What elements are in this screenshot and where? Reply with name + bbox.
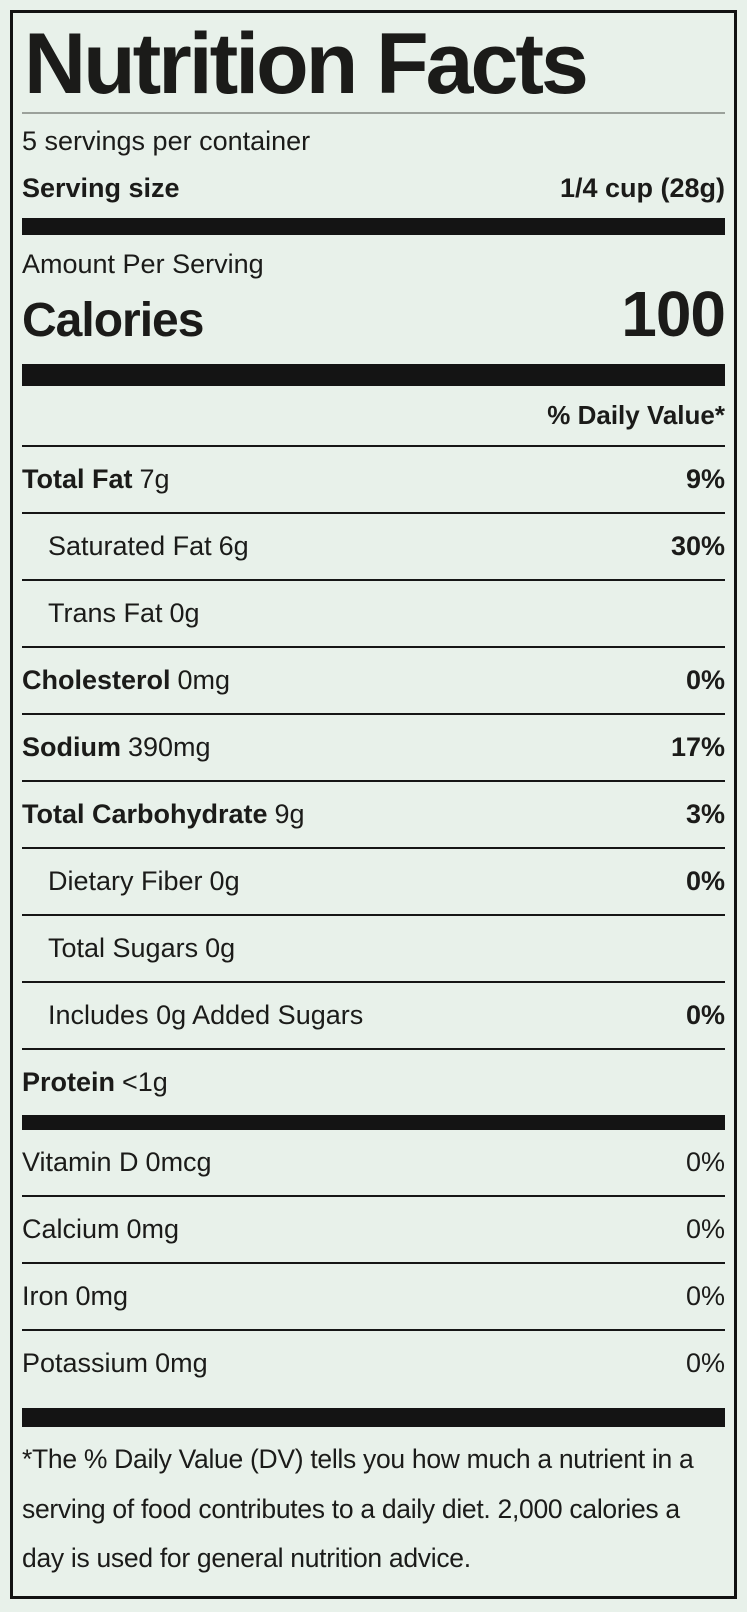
daily-value-header: % Daily Value* [547, 400, 725, 431]
nutrient-daily-value: 30% [670, 531, 725, 562]
nutrient-name: Trans Fat [48, 598, 163, 629]
nutrient-row: Protein <1g [22, 1048, 725, 1115]
nutrient-name: Calcium [22, 1214, 120, 1245]
nutrient-name-and-amount: Total Fat 7g [22, 464, 170, 495]
nutrient-amount: 7g [139, 464, 170, 495]
nutrient-rows: Total Fat 7g 9% Saturated Fat 6g 30% Trans… [22, 445, 725, 1115]
separator-bar-calories [22, 364, 725, 387]
nutrient-amount: 9g [274, 799, 305, 830]
nutrient-daily-value: 3% [685, 799, 725, 830]
nutrient-name: Protein [22, 1067, 116, 1098]
nutrient-name-and-amount: Trans Fat 0g [48, 598, 200, 629]
nutrient-row: Dietary Fiber 0g 0% [22, 847, 725, 914]
nutrient-amount: 0mg [75, 1281, 129, 1312]
nutrient-name: Total Fat [22, 464, 133, 495]
nutrient-name-and-amount: Includes 0g Added Sugars [48, 1000, 363, 1031]
nutrient-amount: 6g [218, 531, 249, 562]
nutrient-amount: <1g [122, 1067, 168, 1098]
nutrient-row: Total Carbohydrate 9g 3% [22, 780, 725, 847]
nutrient-row: Total Fat 7g 9% [22, 445, 725, 512]
vitamin-row: Vitamin D 0mcg 0% [22, 1130, 725, 1195]
nutrient-name: Cholesterol [22, 665, 171, 696]
nutrient-daily-value: 0% [685, 1000, 725, 1031]
nutrient-daily-value: 9% [685, 464, 725, 495]
nutrient-amount: 390mg [128, 732, 211, 763]
separator-bar-footnote [22, 1408, 725, 1428]
calories-label: Calories [22, 294, 204, 348]
amount-per-serving-label: Amount Per Serving [22, 249, 264, 280]
footnote-text: *The % Daily Value (DV) tells you how mu… [22, 1444, 694, 1574]
separator-bar-serving [22, 218, 725, 236]
nutrient-name-and-amount: Saturated Fat 6g [48, 531, 249, 562]
nutrient-daily-value: 0% [685, 665, 725, 696]
nutrient-row: Total Sugars 0g [22, 914, 725, 981]
nutrient-row: Includes 0g Added Sugars 0% [22, 981, 725, 1048]
nutrient-name-and-amount: Protein <1g [22, 1067, 168, 1098]
servings-per-container: 5 servings per container [22, 126, 311, 157]
nutrient-name-and-amount: Sodium 390mg [22, 732, 211, 763]
vitamin-row: Calcium 0mg 0% [22, 1195, 725, 1262]
nutrient-name-and-amount: Total Sugars 0g [48, 933, 235, 964]
serving-size-label: Serving size [22, 173, 180, 204]
nutrient-name: Total Sugars [48, 933, 199, 964]
nutrient-daily-value: 0% [685, 1281, 725, 1312]
nutrient-name: Includes 0g Added Sugars [48, 1000, 364, 1031]
nutrient-amount: 0mg [155, 1348, 208, 1379]
nutrient-row: Sodium 390mg 17% [22, 713, 725, 780]
nutrient-daily-value: 17% [670, 732, 725, 763]
nutrient-name-and-amount: Potassium 0mg [22, 1348, 208, 1379]
nutrient-row: Trans Fat 0g [22, 579, 725, 646]
nutrient-name: Potassium [22, 1348, 149, 1379]
nutrient-amount: 0g [205, 933, 236, 964]
label-title: Nutrition Facts [24, 16, 589, 112]
nutrient-amount: 0g [169, 598, 200, 629]
nutrient-row: Cholesterol 0mg 0% [22, 646, 725, 713]
nutrient-daily-value: 0% [685, 1348, 725, 1379]
nutrient-name-and-amount: Iron 0mg [22, 1281, 128, 1312]
nutrient-daily-value: 0% [685, 866, 725, 897]
nutrient-name: Saturated Fat [48, 531, 212, 562]
nutrient-name-and-amount: Total Carbohydrate 9g [22, 799, 305, 830]
serving-size-row: Serving size 1/4 cup (28g) [22, 161, 725, 218]
vitamin-row: Potassium 0mg 0% [22, 1329, 725, 1396]
nutrient-amount: 0mcg [145, 1147, 212, 1178]
label-footer: *The % Daily Value (DV) tells you how mu… [22, 1408, 725, 1588]
nutrient-amount: 0mg [177, 665, 231, 696]
nutrient-name: Dietary Fiber [48, 866, 203, 897]
nutrient-name: Iron [22, 1281, 69, 1312]
nutrient-row: Saturated Fat 6g 30% [22, 512, 725, 579]
nutrient-amount: 0mg [126, 1214, 180, 1245]
nutrient-name: Total Carbohydrate [22, 799, 268, 830]
nutrition-facts-label: Nutrition Facts 5 servings per container… [10, 10, 737, 1599]
title-divider [22, 112, 725, 115]
nutrient-daily-value: 0% [685, 1214, 725, 1245]
nutrient-name: Sodium [22, 732, 121, 763]
nutrient-name-and-amount: Calcium 0mg [22, 1214, 179, 1245]
nutrient-name-and-amount: Vitamin D 0mcg [22, 1147, 212, 1178]
separator-bar-protein [22, 1115, 725, 1131]
nutrient-name-and-amount: Dietary Fiber 0g [48, 866, 240, 897]
vitamin-rows: Vitamin D 0mcg 0% Calcium 0mg 0% Iron 0mg 0… [22, 1130, 725, 1396]
calories-row: Calories 100 [22, 278, 726, 364]
nutrient-daily-value: 0% [685, 1147, 725, 1178]
vitamin-row: Iron 0mg 0% [22, 1262, 725, 1329]
nutrient-amount: 0g [209, 866, 240, 897]
nutrient-name-and-amount: Cholesterol 0mg [22, 665, 230, 696]
serving-size-value: 1/4 cup (28g) [559, 173, 725, 204]
nutrient-name: Vitamin D [22, 1147, 139, 1178]
calories-value: 100 [621, 278, 726, 351]
